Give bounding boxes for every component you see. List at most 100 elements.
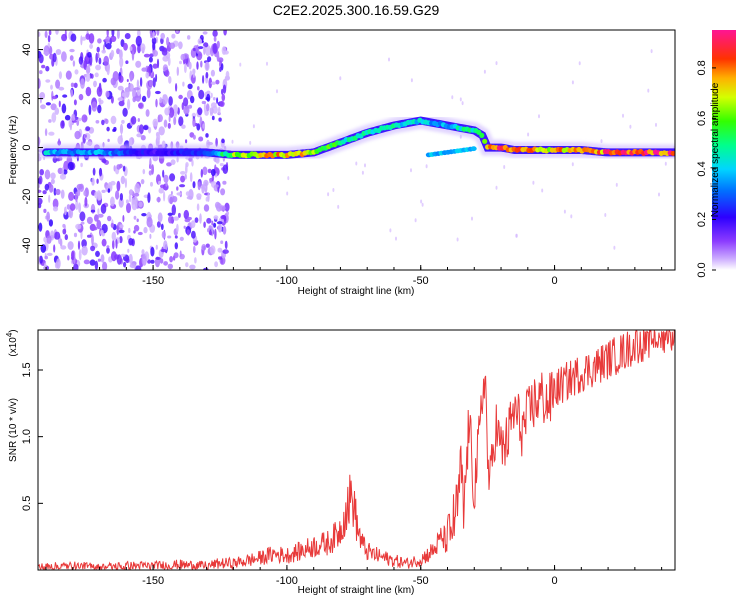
noise-speckle [168, 115, 171, 123]
noise-speckle [135, 265, 142, 270]
snr-series [38, 330, 675, 570]
noise-speckle [179, 184, 186, 188]
noise-speckle [217, 106, 221, 115]
noise-speckle [120, 253, 126, 257]
noise-speckle [38, 78, 41, 89]
noise-speckle [53, 187, 57, 196]
noise-speckle [163, 119, 168, 128]
noise-speckle [170, 159, 176, 166]
noise-speckle [183, 105, 190, 115]
noise-speckle [210, 168, 216, 177]
noise-speckle [339, 76, 342, 81]
noise-speckle [116, 164, 122, 170]
noise-speckle [192, 181, 196, 189]
noise-speckle [163, 261, 169, 266]
noise-speckle [94, 191, 98, 199]
snr-ylabel: SNR (10 * v/v) [8, 398, 19, 462]
noise-speckle [127, 248, 130, 253]
noise-speckle [137, 30, 141, 38]
noise-speckle [174, 242, 178, 250]
noise-speckle [361, 170, 364, 175]
noise-speckle [167, 212, 173, 216]
noise-speckle [46, 235, 52, 244]
noise-speckle [571, 80, 574, 85]
noise-speckle [222, 164, 229, 174]
noise-speckle [103, 55, 109, 66]
noise-speckle [140, 43, 146, 52]
noise-speckle [113, 126, 117, 132]
noise-speckle [191, 230, 196, 239]
noise-speckle [647, 88, 650, 93]
y-tick-label: 0 [21, 144, 33, 150]
noise-speckle [51, 95, 58, 100]
noise-speckle [147, 192, 151, 204]
noise-speckle [137, 231, 143, 236]
noise-speckle [61, 33, 68, 42]
noise-speckle [51, 90, 54, 101]
noise-speckle [85, 72, 91, 83]
noise-speckle [209, 107, 214, 115]
noise-speckle [148, 56, 153, 63]
noise-speckle [185, 162, 189, 168]
noise-speckle [96, 219, 102, 230]
noise-speckle [176, 192, 182, 196]
noise-speckle [130, 116, 137, 125]
noise-speckle [110, 115, 117, 125]
noise-speckle [181, 124, 186, 129]
noise-speckle [150, 181, 153, 187]
noise-speckle [332, 188, 335, 192]
noise-speckle [202, 123, 206, 129]
noise-speckle [89, 259, 96, 266]
x-tick-label: -50 [413, 275, 429, 287]
noise-speckle [52, 52, 57, 63]
noise-speckle [171, 33, 176, 39]
noise-speckle [205, 196, 209, 202]
noise-speckle [138, 102, 143, 109]
noise-speckle [220, 215, 227, 220]
noise-speckle [116, 254, 122, 265]
noise-speckle [87, 51, 92, 58]
noise-speckle [145, 109, 150, 117]
noise-speckle [189, 132, 195, 138]
noise-speckle [97, 208, 100, 215]
colorbar-ticks: 0.0 0.2 0.4 0.6 0.8 [696, 60, 716, 278]
noise-speckle [120, 175, 126, 185]
noise-speckle [159, 258, 164, 264]
noise-speckle [50, 84, 53, 90]
noise-speckle [132, 96, 136, 103]
noise-speckle [192, 134, 196, 140]
noise-speckle [106, 30, 109, 37]
noise-speckle [166, 36, 170, 46]
noise-speckle [70, 82, 75, 88]
noise-speckle [105, 43, 112, 50]
noise-speckle [62, 223, 66, 228]
noise-speckle [196, 193, 202, 199]
snr-xlabel: Height of straight line (km) [298, 585, 415, 596]
noise-speckle [249, 140, 252, 145]
noise-speckle [112, 239, 115, 250]
noise-speckle [54, 231, 61, 240]
noise-speckle [483, 69, 486, 74]
noise-speckle [118, 197, 124, 208]
noise-speckle [43, 236, 48, 243]
y-tick-label: 1.5 [21, 362, 33, 377]
noise-speckle [48, 194, 51, 203]
noise-speckle [156, 221, 161, 228]
noise-speckle [128, 238, 134, 246]
noise-speckle [180, 175, 186, 183]
snr-frame [37, 329, 676, 571]
noise-speckle [410, 168, 412, 173]
noise-speckle [219, 163, 224, 167]
noise-speckle [218, 117, 222, 122]
noise-speckle [176, 223, 179, 233]
noise-speckle [117, 135, 123, 145]
noise-speckle [151, 37, 157, 45]
noise-speckle [538, 114, 540, 119]
noise-speckle [107, 138, 110, 142]
noise-speckle [201, 100, 207, 105]
noise-speckle [629, 124, 632, 129]
noise-speckle [571, 162, 574, 167]
noise-speckle [216, 221, 223, 225]
x-tick-label: -50 [413, 575, 429, 587]
noise-speckle [212, 30, 218, 38]
